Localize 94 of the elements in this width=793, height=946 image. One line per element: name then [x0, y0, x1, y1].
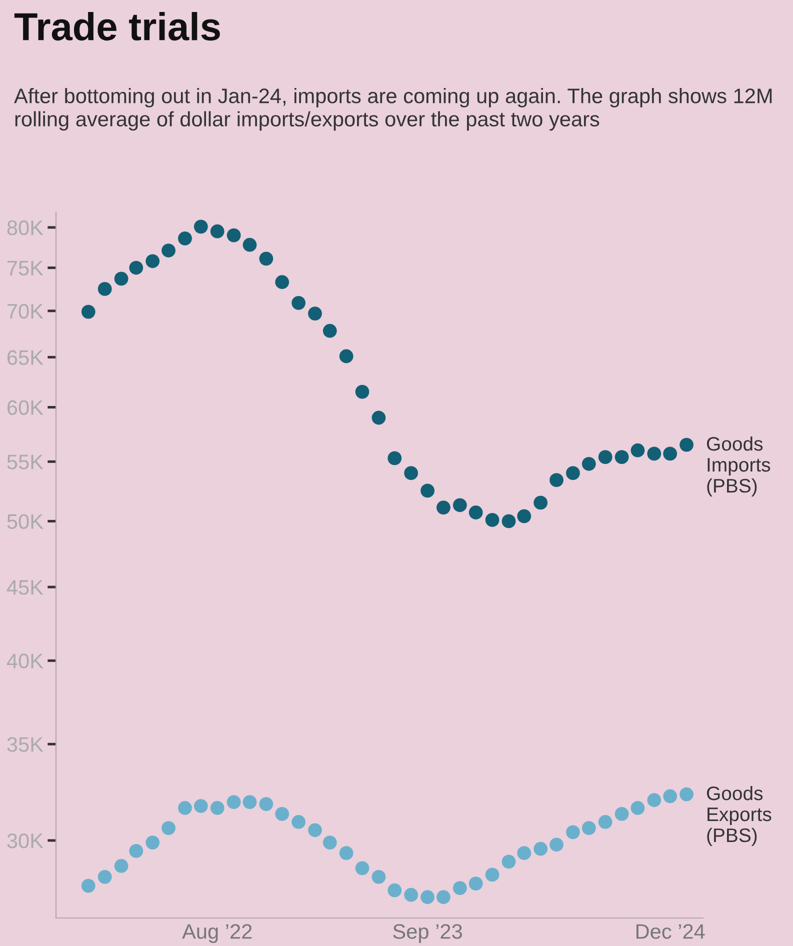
- point: [275, 275, 290, 290]
- point: [647, 446, 662, 461]
- point: [663, 446, 678, 461]
- chart-title: Trade trials: [14, 12, 220, 41]
- point: [630, 443, 645, 458]
- point: [647, 793, 662, 808]
- point: [566, 466, 580, 480]
- y-tick-label: 75K: [8, 260, 44, 276]
- point: [598, 450, 612, 464]
- point: [388, 883, 402, 898]
- point: [308, 306, 322, 321]
- point: [339, 349, 354, 364]
- point: [129, 260, 144, 275]
- point: [468, 506, 483, 520]
- point: [663, 789, 678, 804]
- point: [146, 254, 160, 268]
- point: [162, 821, 176, 836]
- point: [322, 324, 337, 338]
- x-tick-label: Sep ’23: [393, 924, 462, 943]
- y-tick-label: 55K: [7, 454, 44, 470]
- point: [436, 890, 450, 904]
- point: [194, 220, 208, 234]
- point: [582, 456, 596, 471]
- point: [226, 795, 241, 810]
- point: [452, 498, 467, 512]
- x-tick-label: Aug ’22: [182, 924, 252, 943]
- point: [436, 500, 450, 515]
- point: [582, 821, 596, 836]
- point: [162, 244, 176, 258]
- point: [322, 836, 337, 850]
- point: [355, 384, 370, 399]
- y-tick-label: 30K: [7, 833, 44, 848]
- point: [614, 807, 629, 821]
- point: [485, 513, 500, 527]
- point: [259, 797, 274, 811]
- y-tick-label: 60K: [7, 400, 44, 415]
- point: [178, 801, 192, 815]
- point: [129, 844, 144, 858]
- point: [226, 228, 241, 242]
- point: [452, 881, 467, 896]
- point: [308, 823, 322, 838]
- point: [242, 795, 257, 810]
- point: [598, 815, 612, 829]
- y-tick-label: 80K: [7, 220, 44, 236]
- chart-subtitle: After bottoming out in Jan-24, imports are coming up again. The graph shows 12M rolling average of dollar imports/exports over the past two years: [14, 88, 772, 131]
- x-tick-label: Dec ’24: [636, 924, 705, 939]
- point: [210, 224, 224, 238]
- point: [292, 296, 306, 310]
- point: [517, 509, 532, 524]
- point: [420, 890, 434, 904]
- point: [502, 854, 516, 869]
- y-tick-label: 65K: [7, 350, 44, 365]
- point: [468, 876, 483, 891]
- point: [485, 868, 500, 882]
- point: [550, 473, 564, 488]
- point: [614, 450, 629, 464]
- y-tick-label: 40K: [6, 654, 44, 668]
- point: [98, 870, 112, 884]
- point: [404, 466, 418, 480]
- point: [194, 799, 208, 813]
- series-label: Goods Exports (PBS): [706, 786, 772, 846]
- point: [339, 846, 354, 860]
- point: [404, 888, 418, 902]
- point: [178, 232, 192, 246]
- point: [420, 484, 434, 498]
- point: [242, 238, 257, 252]
- point: [81, 304, 96, 319]
- series-label: Goods Imports (PBS): [706, 436, 770, 496]
- point: [292, 815, 306, 829]
- point: [81, 878, 96, 893]
- point: [388, 451, 402, 466]
- point: [146, 836, 160, 850]
- point: [114, 272, 128, 286]
- y-tick-label: 50K: [7, 514, 44, 529]
- y-tick-label: 45K: [6, 580, 44, 595]
- y-tick-label: 35K: [7, 737, 44, 752]
- point: [355, 861, 370, 876]
- point: [98, 282, 112, 296]
- point: [372, 410, 386, 425]
- point: [680, 787, 694, 802]
- point: [680, 438, 694, 452]
- point: [566, 825, 580, 840]
- point: [550, 838, 564, 852]
- point: [259, 252, 274, 266]
- point: [275, 807, 290, 821]
- point: [534, 842, 548, 856]
- point: [502, 514, 516, 528]
- point: [114, 859, 128, 873]
- point: [517, 846, 532, 860]
- point: [210, 801, 224, 815]
- y-tick-label: 70K: [8, 304, 44, 319]
- point: [534, 496, 548, 510]
- point: [630, 801, 645, 815]
- point: [372, 870, 386, 884]
